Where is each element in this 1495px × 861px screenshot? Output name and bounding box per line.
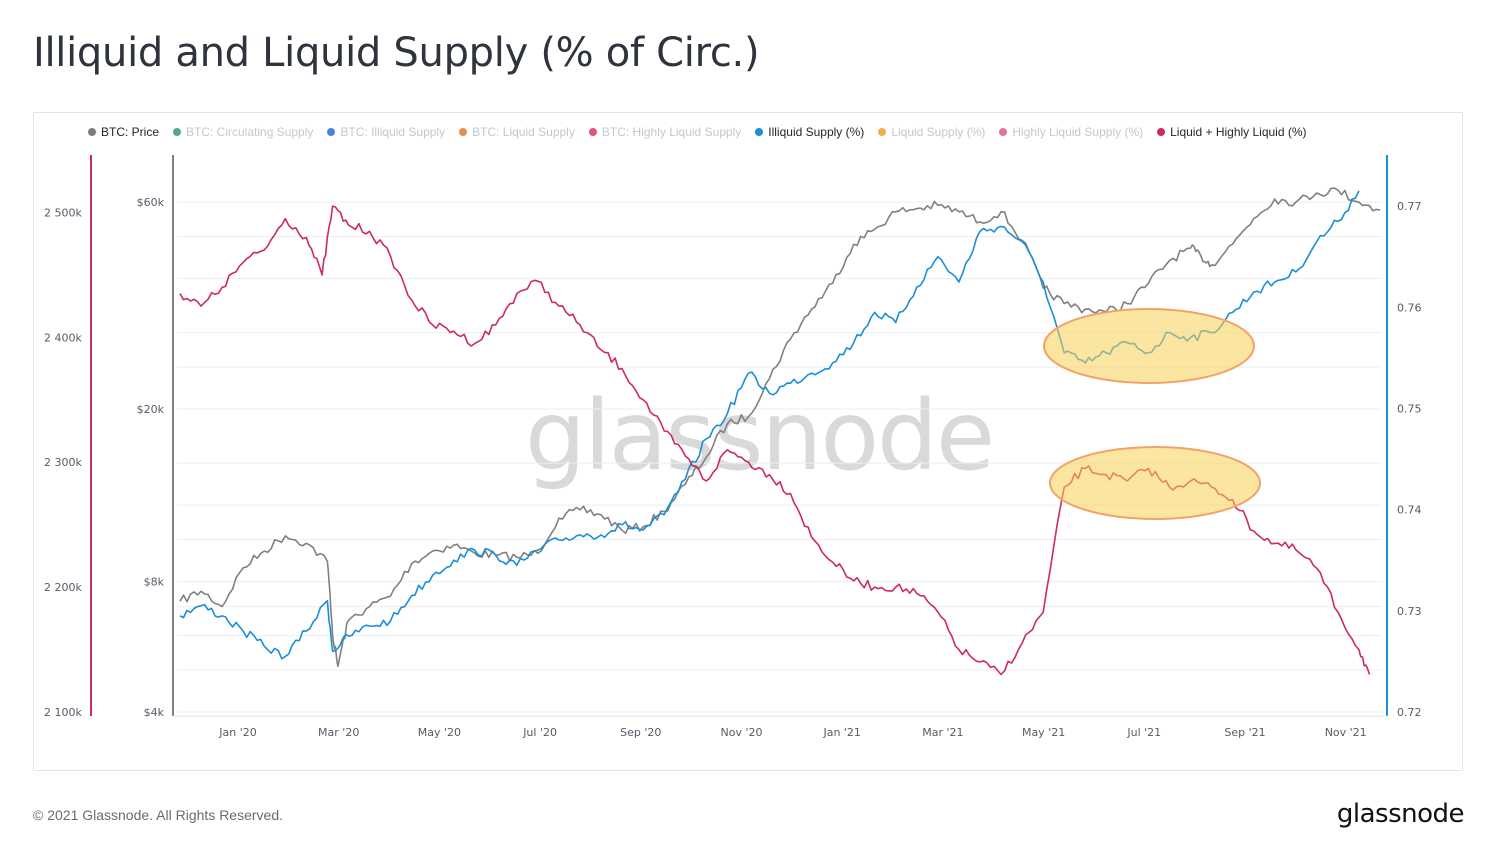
legend-dot-icon: [173, 128, 182, 136]
x-axis-tick-label: Sep '20: [620, 726, 661, 739]
highlight-ellipse: [1049, 446, 1261, 520]
chart-title: Illiquid and Liquid Supply (% of Circ.): [33, 30, 760, 76]
right-axis-tick-label: 0.73: [1397, 605, 1422, 618]
legend-dot-icon: [755, 128, 764, 136]
x-axis-tick-label: Mar '20: [318, 726, 359, 739]
x-axis-tick-label: Nov '21: [1325, 726, 1367, 739]
left-axis-tick-label: 2 400k: [44, 331, 82, 344]
illiquid-supply-line: [179, 190, 1360, 660]
legend-label: BTC: Highly Liquid Supply: [601, 125, 742, 139]
price-axis-tick-label: $60k: [137, 196, 165, 209]
price-line: [179, 187, 1381, 668]
legend-dot-icon: [459, 128, 468, 136]
legend-dot-icon: [327, 128, 336, 136]
legend-label: Liquid Supply (%): [891, 125, 986, 139]
price-axis-tick-label: $4k: [144, 706, 165, 719]
legend-label: Illiquid Supply (%): [768, 125, 865, 139]
copyright-footer: © 2021 Glassnode. All Rights Reserved.: [33, 807, 284, 823]
legend-dot-icon: [1157, 128, 1166, 136]
legend-item[interactable]: Liquid + Highly Liquid (%): [1157, 125, 1307, 139]
price-axis-tick-label: $8k: [144, 576, 165, 589]
legend-label: BTC: Circulating Supply: [186, 125, 314, 139]
x-axis-tick-label: Sep '21: [1224, 726, 1265, 739]
legend-item[interactable]: BTC: Liquid Supply: [459, 125, 575, 139]
left-axis-tick-label: 2 200k: [44, 581, 82, 594]
liquid-highly-liquid-line: [179, 205, 1371, 676]
legend-dot-icon: [88, 128, 96, 136]
x-axis-tick-label: Jan '20: [218, 726, 256, 739]
x-axis-tick-label: Jan '21: [822, 726, 860, 739]
brand-logo[interactable]: glassnode: [1336, 799, 1465, 829]
x-axis-tick-label: Jul '20: [522, 726, 557, 739]
x-axis-tick-label: May '21: [1022, 726, 1065, 739]
legend-item[interactable]: BTC: Price: [88, 125, 159, 139]
left-axis-tick-label: 2 300k: [44, 456, 82, 469]
legend-item[interactable]: Highly Liquid Supply (%): [999, 125, 1143, 139]
legend-item[interactable]: BTC: Circulating Supply: [173, 125, 313, 139]
legend-label: BTC: Liquid Supply: [472, 125, 575, 139]
legend-label: Highly Liquid Supply (%): [1012, 125, 1144, 139]
right-axis-tick-label: 0.72: [1397, 706, 1422, 719]
x-axis-tick-label: Mar '21: [922, 726, 963, 739]
legend-item[interactable]: Illiquid Supply (%): [755, 125, 864, 139]
right-axis-tick-label: 0.74: [1397, 504, 1422, 517]
legend-dot-icon: [588, 128, 597, 136]
chart-legend: BTC: Price BTC: Circulating Supply BTC: Il…: [88, 125, 1321, 139]
left-axis-tick-label: 2 500k: [44, 206, 82, 219]
x-axis-tick-label: Nov '20: [721, 726, 763, 739]
chart-frame: [33, 112, 1463, 771]
legend-dot-icon: [999, 128, 1008, 136]
x-axis-tick-label: Jul '21: [1126, 726, 1161, 739]
highlight-ellipse: [1043, 308, 1255, 384]
right-axis-tick-label: 0.77: [1397, 200, 1422, 213]
legend-label: BTC: Illiquid Supply: [340, 125, 446, 139]
left-axis-tick-label: 2 100k: [44, 706, 82, 719]
x-axis-tick-label: May '20: [418, 726, 461, 739]
legend-item[interactable]: Liquid Supply (%): [878, 125, 985, 139]
legend-item[interactable]: BTC: Illiquid Supply: [327, 125, 445, 139]
right-axis-tick-label: 0.76: [1397, 301, 1422, 314]
legend-item[interactable]: BTC: Highly Liquid Supply: [588, 125, 742, 139]
legend-label: Liquid + Highly Liquid (%): [1170, 125, 1307, 139]
price-axis-tick-label: $20k: [137, 403, 165, 416]
legend-label: BTC: Price: [101, 125, 160, 139]
legend-dot-icon: [878, 128, 887, 136]
right-axis-tick-label: 0.75: [1397, 402, 1422, 415]
